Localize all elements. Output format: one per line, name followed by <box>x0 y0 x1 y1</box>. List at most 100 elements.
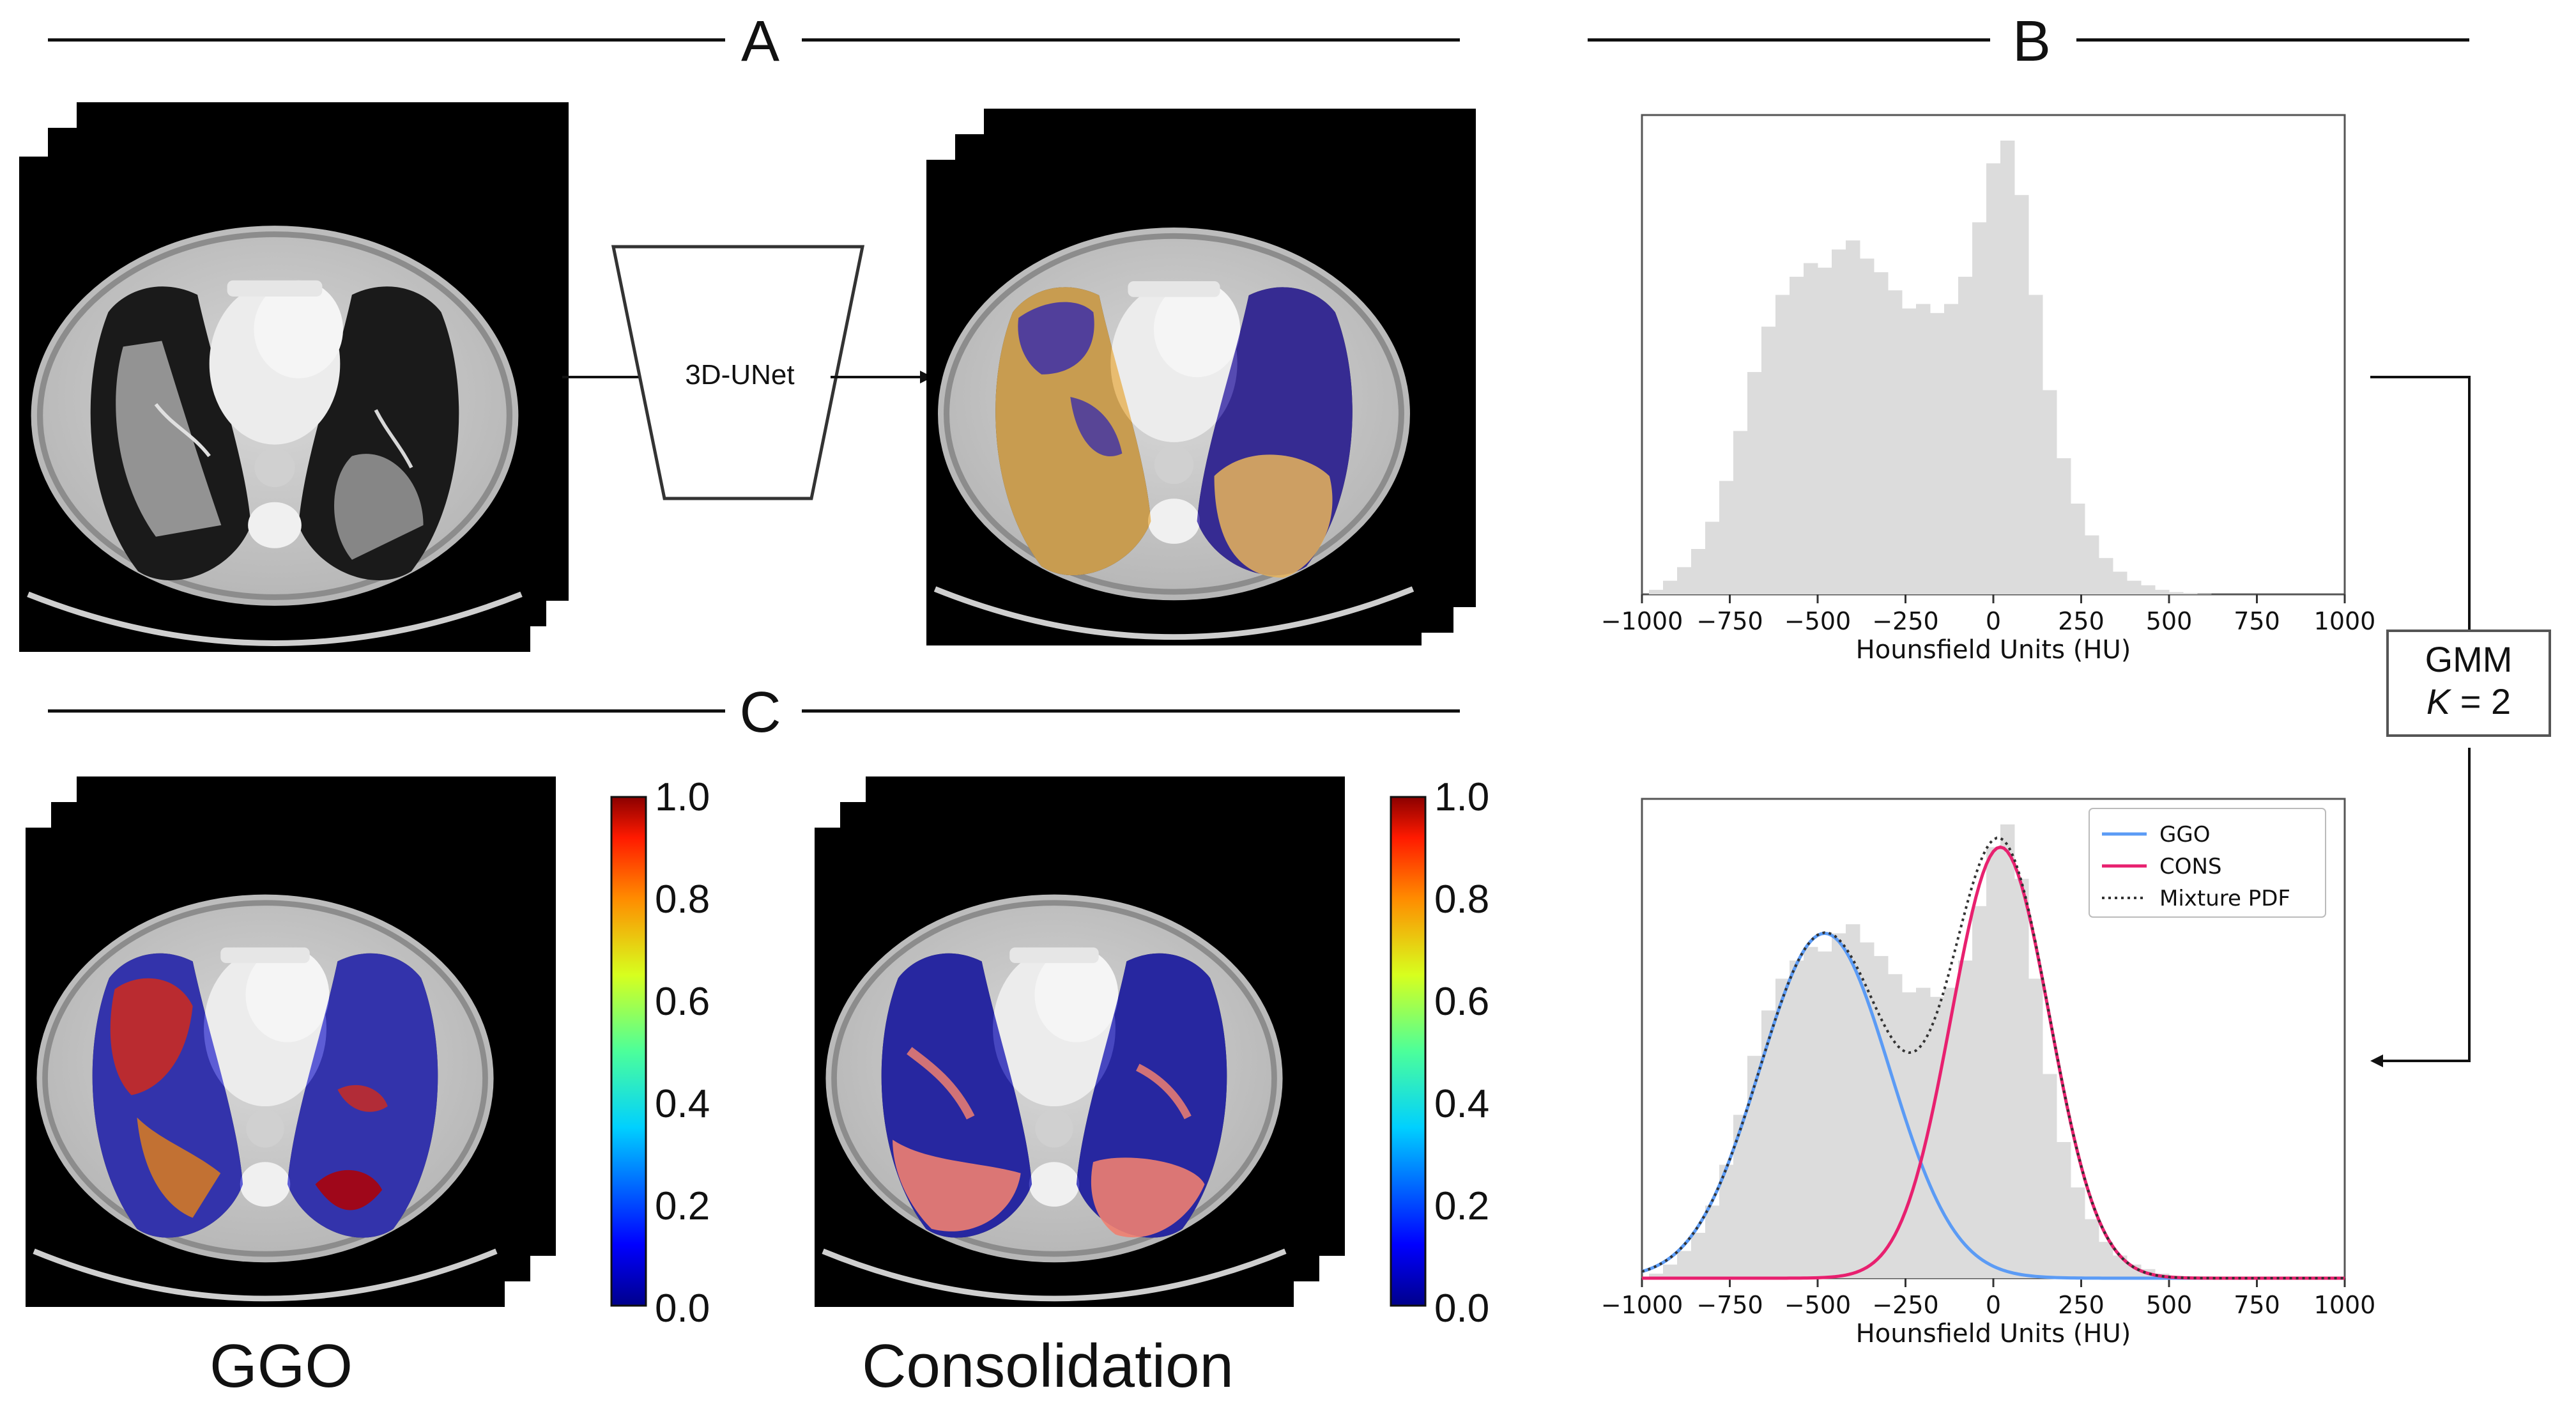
hist-bar <box>1944 304 1959 594</box>
hist-bar <box>1804 263 1818 594</box>
hist-bar <box>2043 1074 2057 1278</box>
ggo-tick-0-8: 0.8 <box>655 877 710 922</box>
x-tick-label: −1000 <box>1601 1291 1683 1319</box>
x-tick-label: 1000 <box>2314 607 2376 635</box>
hist-bar <box>2057 458 2071 594</box>
hist-bar <box>1902 308 1917 594</box>
hist-bar <box>1790 277 1804 594</box>
hist-bar <box>1790 961 1804 1278</box>
histogram-gmm-svg: −1000 −750 −500 −250 0 250 500 750 1000 Hounsfiel… <box>1601 798 2376 1348</box>
label-consolidation: Consolidation <box>862 1332 1234 1400</box>
x-tick-label: 750 <box>2234 1291 2280 1319</box>
histogram-raw: −1000 −750 −500 −250 0 250 500 750 1000 Hounsfiel… <box>1584 102 2377 665</box>
hist-bar <box>1663 580 1678 594</box>
ct-slice-front <box>926 160 1422 645</box>
hist-bar <box>1986 163 2001 594</box>
ggo-map-image <box>26 828 505 1307</box>
hist-bar <box>2000 824 2015 1278</box>
hist-bar <box>1775 978 1790 1278</box>
segmented-ct-image <box>926 160 1422 645</box>
hist-bar <box>1916 987 1931 1278</box>
hist-bar <box>1775 295 1790 594</box>
hist-bar <box>1874 955 1889 1278</box>
hist-bar <box>1860 942 1874 1278</box>
rule-b-right <box>2076 38 2469 42</box>
hist-bar <box>2169 592 2184 594</box>
hist-bar <box>2127 580 2142 594</box>
hist-bar <box>1663 1264 1678 1278</box>
x-axis-label: Hounsfield Units (HU) <box>1856 1319 2131 1348</box>
hist-bar <box>1902 992 1917 1278</box>
hist-bar <box>1804 946 1818 1278</box>
hist-bar <box>2099 558 2113 594</box>
hist-bar <box>1888 974 1903 1278</box>
hist-bar <box>1733 1115 1748 1278</box>
colorbar-consolidation <box>1390 796 1427 1307</box>
cons-tick-0-0: 0.0 <box>1434 1286 1490 1331</box>
rule-c-right <box>802 709 1460 713</box>
colorbar-ggo <box>610 796 647 1307</box>
x-tick-label: −500 <box>1784 1291 1851 1319</box>
ct-slice-front <box>26 828 505 1307</box>
ggo-map-stack <box>26 776 556 1307</box>
rule-b-left <box>1588 38 1990 42</box>
hist-bar <box>1860 258 1874 595</box>
hist-bar <box>2071 1187 2085 1278</box>
x-tick-label: −1000 <box>1601 607 1683 635</box>
panel-label-a: A <box>740 10 780 73</box>
hist-bar <box>1930 996 1945 1278</box>
rule-a-left <box>48 38 725 42</box>
hist-bar <box>1761 327 1776 594</box>
unet-label: 3D-UNet <box>685 359 795 390</box>
x-tick-label: −250 <box>1872 607 1938 635</box>
hist-bar <box>1832 933 1846 1278</box>
hist-bar <box>1649 1273 1664 1278</box>
hist-bar <box>1846 240 1860 594</box>
legend-label: Mixture PDF <box>2159 886 2290 911</box>
hist-bar <box>1818 267 1832 594</box>
hist-bar <box>1874 272 1889 594</box>
legend-label: CONS <box>2159 854 2222 879</box>
hist-bar <box>1747 372 1762 594</box>
cons-map-image <box>815 828 1294 1307</box>
gmm-k-value: = 2 <box>2450 681 2511 722</box>
legend-label: GGO <box>2159 822 2210 847</box>
connector-arrowhead <box>2370 1054 2383 1067</box>
hist-bar <box>1719 1164 1734 1278</box>
gmm-k-symbol: K <box>2426 681 2451 722</box>
hist-bar <box>1677 567 1692 594</box>
hist-bar <box>1930 313 1945 594</box>
x-tick-label: 250 <box>2058 607 2104 635</box>
gmm-k-line: K = 2 <box>2389 681 2549 723</box>
hist-bar <box>2113 571 2128 594</box>
cons-tick-0-2: 0.2 <box>1434 1184 1490 1228</box>
x-tick-label: 750 <box>2234 607 2280 635</box>
x-tick-label: 500 <box>2146 1291 2193 1319</box>
ct-slice-front <box>815 828 1294 1307</box>
rule-a-right <box>802 38 1460 42</box>
hist-bar <box>1986 847 2001 1278</box>
hist-bar <box>1719 481 1734 594</box>
gmm-connector <box>2370 376 2471 1067</box>
hist-bar <box>1958 961 1973 1278</box>
hist-bar <box>2141 585 2156 594</box>
rule-c-left <box>48 709 725 713</box>
hist-bar <box>1649 589 1664 594</box>
hist-bar <box>1832 249 1846 594</box>
cons-tick-1-0: 1.0 <box>1434 775 1490 819</box>
segmented-ct-stack <box>926 109 1476 658</box>
cons-tick-0-6: 0.6 <box>1434 980 1490 1024</box>
ct-slice-front <box>19 157 530 652</box>
hist-bar <box>2014 879 2029 1278</box>
histogram-gmm: −1000 −750 −500 −250 0 250 500 750 1000 Hounsfiel… <box>1584 786 2377 1348</box>
label-ggo: GGO <box>209 1332 353 1400</box>
ggo-tick-1-0: 1.0 <box>655 775 710 819</box>
hist-bar <box>2014 195 2029 594</box>
x-tick-label: 1000 <box>2314 1291 2376 1319</box>
x-tick-label: −750 <box>1696 607 1763 635</box>
hist-bar <box>1818 951 1832 1278</box>
x-tick-label: −500 <box>1784 607 1851 635</box>
hist-bar <box>1691 549 1706 594</box>
hist-bar <box>1733 431 1748 594</box>
x-tick-label: −250 <box>1872 1291 1938 1319</box>
